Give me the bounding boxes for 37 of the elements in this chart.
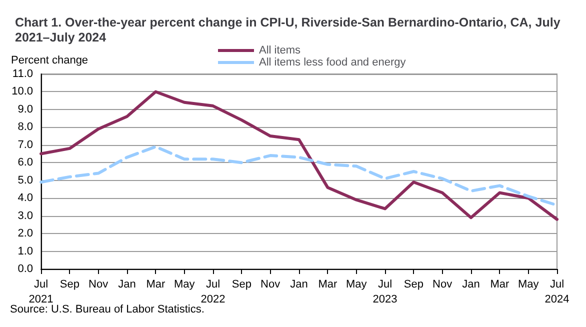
y-tick-label: 6.0 [18, 156, 33, 169]
x-tick-label: Jul 2024 [544, 278, 570, 306]
x-tick-label: Jan [462, 278, 480, 290]
x-tick-label: May [174, 278, 196, 290]
x-tick-label: Sep [60, 278, 80, 290]
x-tick-label: Mar [490, 278, 510, 290]
legend-label: All items [259, 44, 302, 56]
y-tick-label: 1.0 [18, 245, 33, 258]
x-tick-label: Nov [260, 278, 281, 290]
x-tick-label: Jan [290, 278, 308, 290]
y-tick-label: 0.0 [18, 263, 33, 275]
x-tick-label: Nov [88, 278, 109, 290]
y-tick-label: 5.0 [18, 174, 33, 186]
y-tick-label: 10.0 [12, 86, 33, 98]
source-note: Source: U.S. Bureau of Labor Statistics. [10, 304, 204, 316]
y-tick-label: 3.0 [18, 210, 33, 222]
y-tick-label: 9.0 [18, 103, 33, 116]
x-tick-label: May [518, 278, 540, 290]
x-tick-label: May [346, 278, 368, 290]
x-tick-label: Mar [318, 278, 338, 290]
legend-label: All items less food and energy [259, 56, 406, 68]
y-axis-title: Percent change [11, 54, 88, 66]
x-tick-label: Nov [432, 278, 453, 290]
y-tick-label: 7.0 [18, 138, 33, 151]
x-tick-label: Jan [118, 278, 136, 290]
y-tick-label: 2.0 [18, 228, 33, 240]
y-tick-label: 8.0 [18, 121, 33, 134]
x-tick-label: Mar [146, 278, 166, 290]
y-tick-label: 4.0 [18, 192, 33, 204]
x-tick-label: Jul 2021 [28, 278, 54, 306]
chart-title: Chart 1. Over-the-year percent change in CPI-U, Riverside-San Bernardino-Ontario, CA, July 2021–July 2024 [15, 16, 564, 44]
line-series [40, 90, 558, 221]
x-tick-label: Sep [404, 278, 424, 290]
x-tick-label: Jul 2023 [372, 278, 398, 306]
y-tick-label: 11.0 [12, 68, 33, 80]
x-tick-label: Jul 2022 [200, 278, 226, 306]
x-tick-label: Sep [232, 278, 252, 290]
